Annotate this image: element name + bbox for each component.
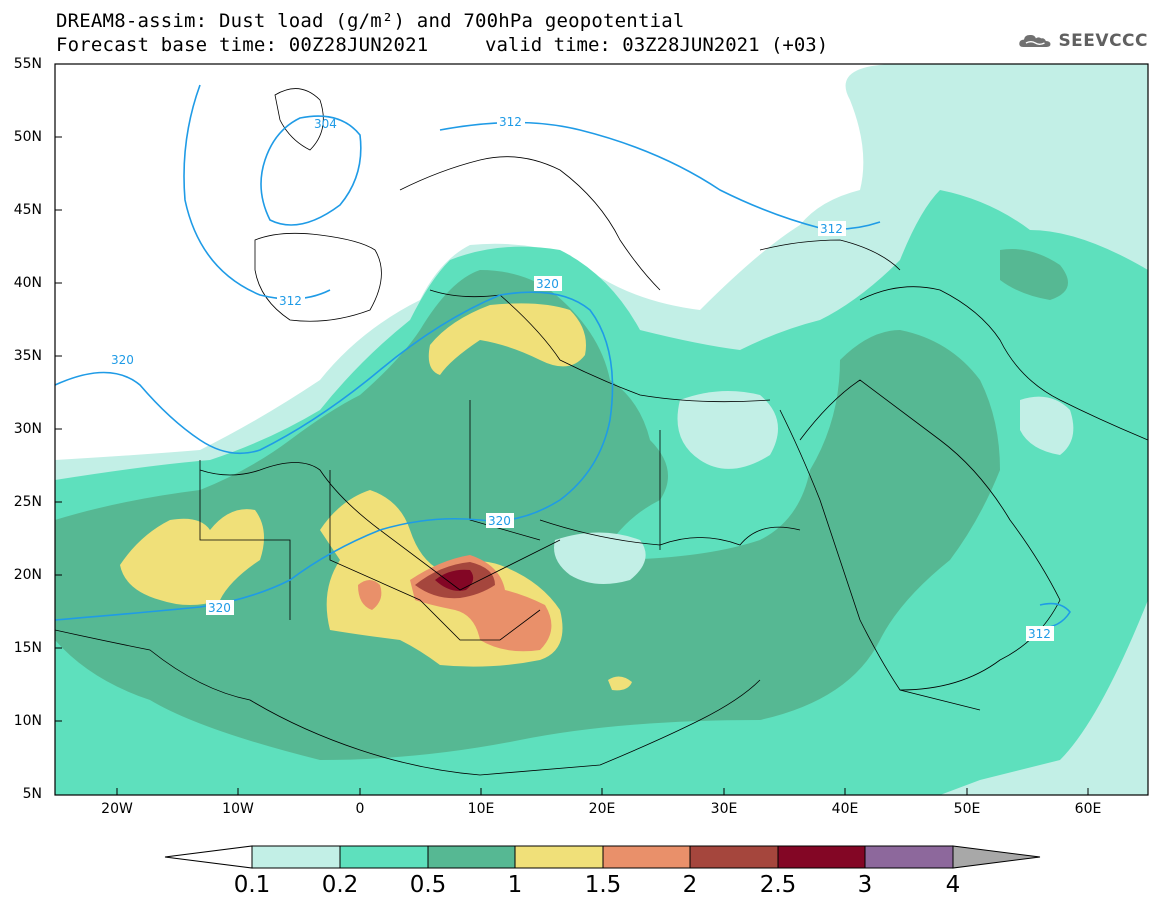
dust-hole-egypt: [677, 391, 778, 469]
colorbar-label: 0.5: [409, 872, 447, 898]
dust-band-yellow-1: [120, 509, 264, 605]
lat-label: 45N: [13, 202, 42, 218]
colorbar-label: 0.1: [233, 872, 271, 898]
colorbar-bin-6: [689, 845, 779, 869]
brand-name: SEEVCCC: [1058, 31, 1148, 51]
lat-label: 20N: [13, 567, 42, 583]
lat-label: 30N: [13, 421, 42, 437]
valid-time: valid time: 03Z28JUN2021 (+03): [485, 34, 829, 56]
lon-label: 40E: [831, 801, 859, 817]
dust-band-yellow-3: [428, 303, 586, 375]
dust-band-maroon: [435, 569, 474, 591]
contour-label-304: 304: [314, 117, 337, 131]
contour-label-320-c: 320: [488, 514, 511, 528]
dust-blob-arabia: [1000, 249, 1068, 300]
lat-label: 35N: [13, 348, 42, 364]
lon-label: 10E: [467, 801, 495, 817]
cloud-icon: [1019, 34, 1051, 47]
lon-label: 60E: [1074, 801, 1102, 817]
forecast-base-time: Forecast base time: 00Z28JUN2021: [56, 34, 429, 56]
colorbar-bin-1: [251, 845, 341, 869]
contour-320: [55, 291, 614, 621]
dust-band-yellow-4: [608, 676, 632, 691]
lat-label: 25N: [13, 494, 42, 510]
colorbar-max-arrow: [952, 845, 1041, 869]
colorbar-min-arrow: [164, 845, 253, 869]
colorbar-bin-8: [864, 845, 954, 869]
lon-label: 50E: [953, 801, 981, 817]
lon-label: 0: [355, 801, 365, 817]
colorbar-label: 3: [857, 872, 873, 898]
colorbar-label: 0.2: [321, 872, 359, 898]
colorbar-bin-2: [339, 845, 429, 869]
map-title: DREAM8-assim: Dust load (g/m²) and 700hP…: [56, 10, 685, 32]
colorbar-bin-3: [427, 845, 516, 869]
contour-label-312-a: 312: [279, 294, 302, 308]
contour-label-312-b: 312: [499, 115, 522, 129]
contour-304: [260, 115, 362, 226]
dust-hole-persia: [1020, 396, 1074, 455]
lat-label: 10N: [13, 713, 42, 729]
lon-label: 30E: [710, 801, 738, 817]
lat-label: 40N: [13, 275, 42, 291]
contour-label-312-c: 312: [820, 222, 843, 236]
colorbar: [164, 845, 1041, 869]
coastlines: [55, 88, 1148, 776]
lat-label: 55N: [13, 56, 42, 72]
colorbar-bin-7: [777, 845, 866, 869]
lat-label: 15N: [13, 640, 42, 656]
colorbar-label: 2.5: [759, 872, 797, 898]
contour-label-320-b: 320: [536, 277, 559, 291]
colorbar-label: 1: [507, 872, 523, 898]
contour-label-312-d: 312: [1028, 627, 1051, 641]
lon-label: 20W: [101, 801, 133, 817]
lon-label: 10W: [222, 801, 254, 817]
colorbar-label: 1.5: [584, 872, 622, 898]
lat-label: 50N: [13, 129, 42, 145]
brand-logo: SEEVCCC: [1018, 26, 1148, 56]
axis-ticks: [55, 63, 1089, 795]
contour-label-320-d: 320: [208, 601, 231, 615]
lat-label: 5N: [22, 786, 42, 802]
contour-label-320-a: 320: [111, 353, 134, 367]
contour-label-group: 304 312 312 312 312 320 320 320 320: [109, 114, 1054, 641]
colorbar-bin-4: [514, 845, 604, 869]
colorbar-bin-5: [602, 845, 691, 869]
dust-hole-libya: [554, 532, 646, 584]
lon-label: 20E: [588, 801, 616, 817]
colorbar-label: 4: [945, 872, 961, 898]
colorbar-label: 2: [682, 872, 698, 898]
dust-band-orange-2: [358, 580, 382, 610]
